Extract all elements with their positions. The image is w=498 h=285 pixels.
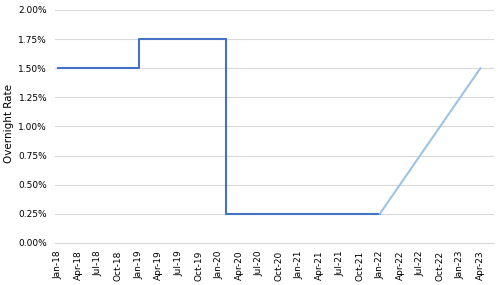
Y-axis label: Overnight Rate: Overnight Rate <box>4 84 14 163</box>
